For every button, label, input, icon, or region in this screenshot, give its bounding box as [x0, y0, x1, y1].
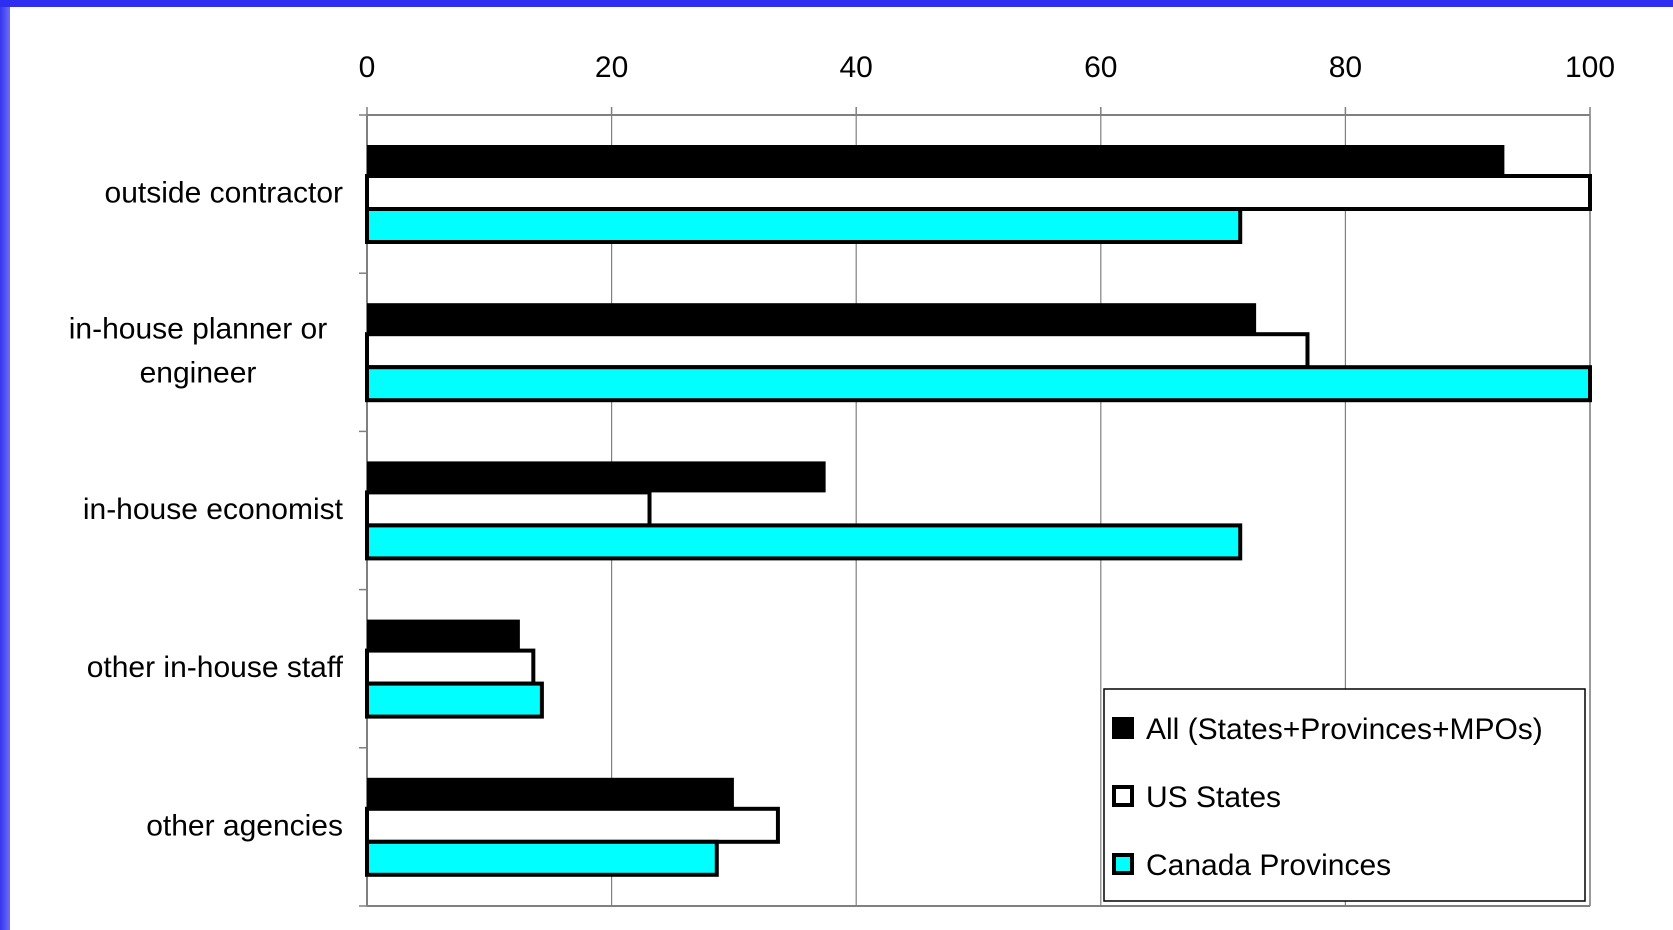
y-category-label: in-house planner or: [69, 313, 328, 346]
y-category-label: outside contractor: [105, 177, 343, 210]
legend-label: All (States+Provinces+MPOs): [1146, 713, 1543, 746]
bar-canada-provinces: [365, 839, 719, 877]
x-tick-label: 0: [359, 51, 376, 84]
frame-left-border: [0, 0, 10, 930]
legend: All (States+Provinces+MPOs) US States Cana…: [1103, 688, 1586, 902]
bar-us-states: [365, 490, 652, 528]
legend-label: Canada Provinces: [1146, 849, 1391, 882]
x-tick-label: 60: [1084, 51, 1117, 84]
legend-swatch: [1112, 717, 1134, 739]
legend-swatch: [1112, 853, 1134, 875]
x-tick-label: 80: [1329, 51, 1362, 84]
bar-all: [367, 145, 1505, 176]
bar-us-states: [365, 648, 536, 686]
bar-us-states: [365, 806, 780, 844]
plot-area: 0 20 40 60 80 100 outside contractor in-house p…: [69, 51, 1615, 907]
bar-canada-provinces: [365, 681, 544, 719]
x-tick-label: 20: [595, 51, 628, 84]
bar-canada-provinces: [365, 523, 1243, 561]
bar-all: [367, 303, 1257, 335]
legend-box: [1103, 688, 1586, 902]
bar-canada-provinces: [365, 365, 1592, 403]
frame-top-border: [0, 0, 1673, 7]
y-category-label: engineer: [140, 357, 257, 390]
bar-all: [367, 777, 734, 809]
x-tick-label: 40: [840, 51, 873, 84]
y-category-label: in-house economist: [83, 493, 344, 526]
bar-us-states: [365, 174, 1592, 211]
y-category-label: other in-house staff: [87, 651, 344, 684]
legend-swatch: [1112, 785, 1134, 807]
bar-canada-provinces: [365, 207, 1243, 244]
bar-all: [367, 461, 826, 493]
y-category-label: other agencies: [146, 809, 343, 842]
legend-label: US States: [1146, 781, 1281, 814]
bar-us-states: [365, 332, 1310, 370]
bar-all: [367, 619, 520, 651]
x-tick-label: 100: [1565, 51, 1615, 84]
